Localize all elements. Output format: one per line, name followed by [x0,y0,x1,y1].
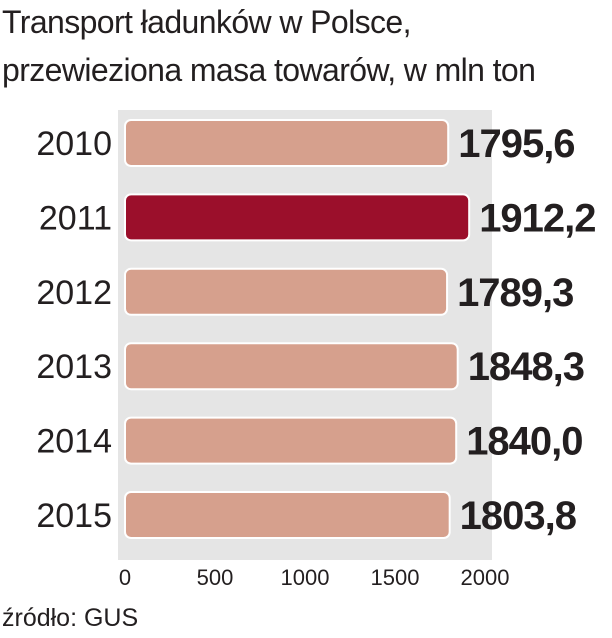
category-label-2011: 2011 [39,199,112,237]
category-label-2013: 2013 [36,348,112,386]
value-label-2015: 1803,8 [460,494,577,538]
plot-background [118,110,492,560]
source-note: źródło: GUS [2,604,139,632]
bar-2010 [124,119,450,167]
x-tick-label-0: 0 [119,565,131,590]
category-label-2010: 2010 [36,125,112,163]
bar-chart: 2010 1795,6 2011 1912,2 2012 1789,3 2013 1848,3… [36,110,597,590]
value-label-2014: 1840,0 [466,420,582,464]
category-label-2012: 2012 [36,274,112,312]
bar-2014 [124,416,458,465]
category-label-2014: 2014 [36,423,112,461]
category-label-2015: 2015 [36,497,112,535]
x-tick-label-1500: 1500 [371,565,420,590]
chart-subtitle: przewieziona masa towarów, w mln ton [2,52,536,88]
x-tick-label-2000: 2000 [461,565,510,590]
bar-2012 [124,267,449,316]
bar-2015 [124,491,451,539]
bar-2011 [124,193,471,242]
chart-title: Transport ładunków w Polsce, [2,4,411,40]
value-label-2012: 1789,3 [457,271,573,315]
value-label-2013: 1848,3 [468,345,584,389]
value-label-2011: 1912,2 [479,196,595,240]
x-tick-label-1000: 1000 [281,565,330,590]
value-label-2010: 1795,6 [458,122,574,166]
x-tick-label-500: 500 [197,565,234,590]
bar-2013 [124,342,459,391]
